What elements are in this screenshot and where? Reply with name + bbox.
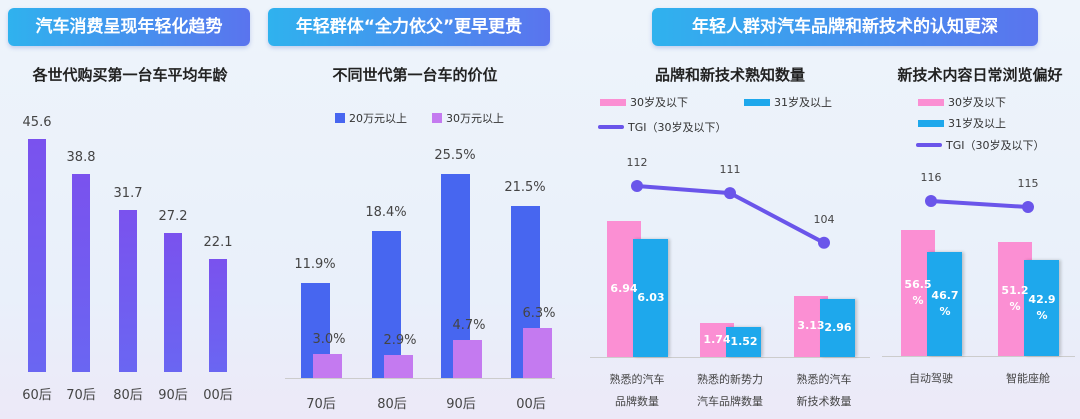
legend-label: 31岁及以上 [774,96,832,109]
tgi-point [631,180,643,192]
legend-c3-over31: 31岁及以上 [744,94,832,110]
legend-swatch [916,143,942,147]
tgi-label: 111 [719,163,741,177]
legend-label: TGI（30岁及以下） [628,121,727,134]
tgi-point [1022,201,1034,213]
x-tick-label: 00后 [203,388,233,403]
legend-swatch [744,98,770,106]
data-label: 38.8 [66,150,96,166]
bar [28,139,46,372]
banner-2: 年轻群体“全力依父”更早更贵 [268,8,550,46]
tgi-point [818,236,830,249]
tgi-label: 104 [813,212,835,226]
data-label: 2.9% [383,332,417,348]
x-tick-label: 90后 [158,388,188,403]
legend-swatch [918,98,944,106]
data-label: 27.2 [158,209,188,225]
legend-c4-over31: 31岁及以上 [918,115,1006,131]
x-axis [590,357,870,358]
chart3-title: 品牌和新技术熟知数量 [654,66,805,84]
x-tick-label: 80后 [377,397,407,412]
tgi-label: 115 [1017,177,1039,190]
bar-over31 [1024,260,1059,356]
legend-20w: 20万元以上 [335,110,407,126]
x-axis [882,356,1075,357]
data-label: 1.74 [703,332,731,346]
bar-30w [384,354,413,378]
legend-c3-tgi: TGI（30岁及以下） [598,119,726,135]
legend-label: 30岁及以下 [948,96,1006,109]
data-label: 46.7% [931,288,959,318]
x-tick-label: 00后 [516,397,546,412]
data-label: 51.2% [1001,283,1029,313]
data-label: 2.96 [824,320,852,334]
legend-label: 20万元以上 [349,112,407,125]
legend-swatch [600,98,626,106]
legend-label: 30岁及以下 [630,96,688,109]
bar-30w [453,340,482,378]
data-label: 6.94 [610,281,638,295]
legend-label: 30万元以上 [446,112,504,125]
x-tick-label: 熟悉的汽车 新技术数量 [796,373,852,408]
data-label: 21.5% [504,180,546,195]
bar-over31 [927,251,962,356]
chart1-title: 各世代购买第一台车平均年龄 [32,66,228,84]
data-label: 11.9% [294,256,336,272]
bar [209,259,227,372]
banner-1: 汽车消费呈现年轻化趋势 [8,8,250,46]
tgi-point [925,195,937,207]
data-label: 45.6 [22,115,52,131]
data-label: 1.52 [730,335,758,349]
legend-label: 31岁及以上 [948,117,1006,130]
legend-swatch [598,125,624,129]
data-label: 42.9% [1028,293,1056,323]
data-label: 3.0% [312,332,346,347]
bar-20w [372,230,401,378]
chart4-title: 新技术内容日常浏览偏好 [897,66,1063,84]
data-label: 3.13 [797,319,825,333]
tgi-line [929,199,1030,209]
data-label: 4.7% [452,318,486,334]
x-tick-label: 熟悉的新势力 汽车品牌数量 [697,373,763,408]
bar-30w [313,354,342,378]
x-tick-label: 70后 [66,388,96,403]
x-tick-label: 自动驾驶 [909,372,953,385]
bar-30w [523,327,552,378]
data-label: 56.5% [904,278,932,307]
data-label: 22.1 [203,235,233,251]
x-tick-label: 70后 [306,397,336,412]
data-label: 6.03 [637,290,665,304]
bar [164,233,182,372]
x-tick-label: 80后 [113,388,143,403]
legend-swatch [335,113,345,123]
legend-swatch [918,119,944,127]
x-axis [285,378,555,379]
tgi-label: 116 [920,171,942,184]
x-tick-label: 90后 [446,397,476,412]
tgi-point [724,187,736,200]
data-label: 31.7 [113,186,143,202]
legend-label: TGI（30岁及以下） [946,139,1045,152]
legend-swatch [432,113,442,123]
bar [72,174,90,372]
bar-over31 [726,327,761,357]
x-tick-label: 60后 [22,388,52,403]
bar-over31 [633,238,668,357]
data-label: 18.4% [365,204,407,220]
bar-over31 [820,298,855,357]
legend-c4-under30: 30岁及以下 [918,94,1006,110]
banner-3: 年轻人群对汽车品牌和新技术的认知更深 [652,8,1038,46]
data-label: 25.5% [434,148,476,163]
legend-c3-under30: 30岁及以下 [600,94,688,110]
legend-30w: 30万元以上 [432,110,504,126]
data-label: 6.3% [522,305,556,321]
x-tick-label: 智能座舱 [1006,372,1050,385]
x-tick-label: 熟悉的汽车 品牌数量 [609,373,665,408]
bar [119,210,137,372]
tgi-label: 112 [626,156,648,169]
chart2-title: 不同世代第一台车的价位 [332,66,498,84]
legend-c4-tgi: TGI（30岁及以下） [916,137,1044,153]
